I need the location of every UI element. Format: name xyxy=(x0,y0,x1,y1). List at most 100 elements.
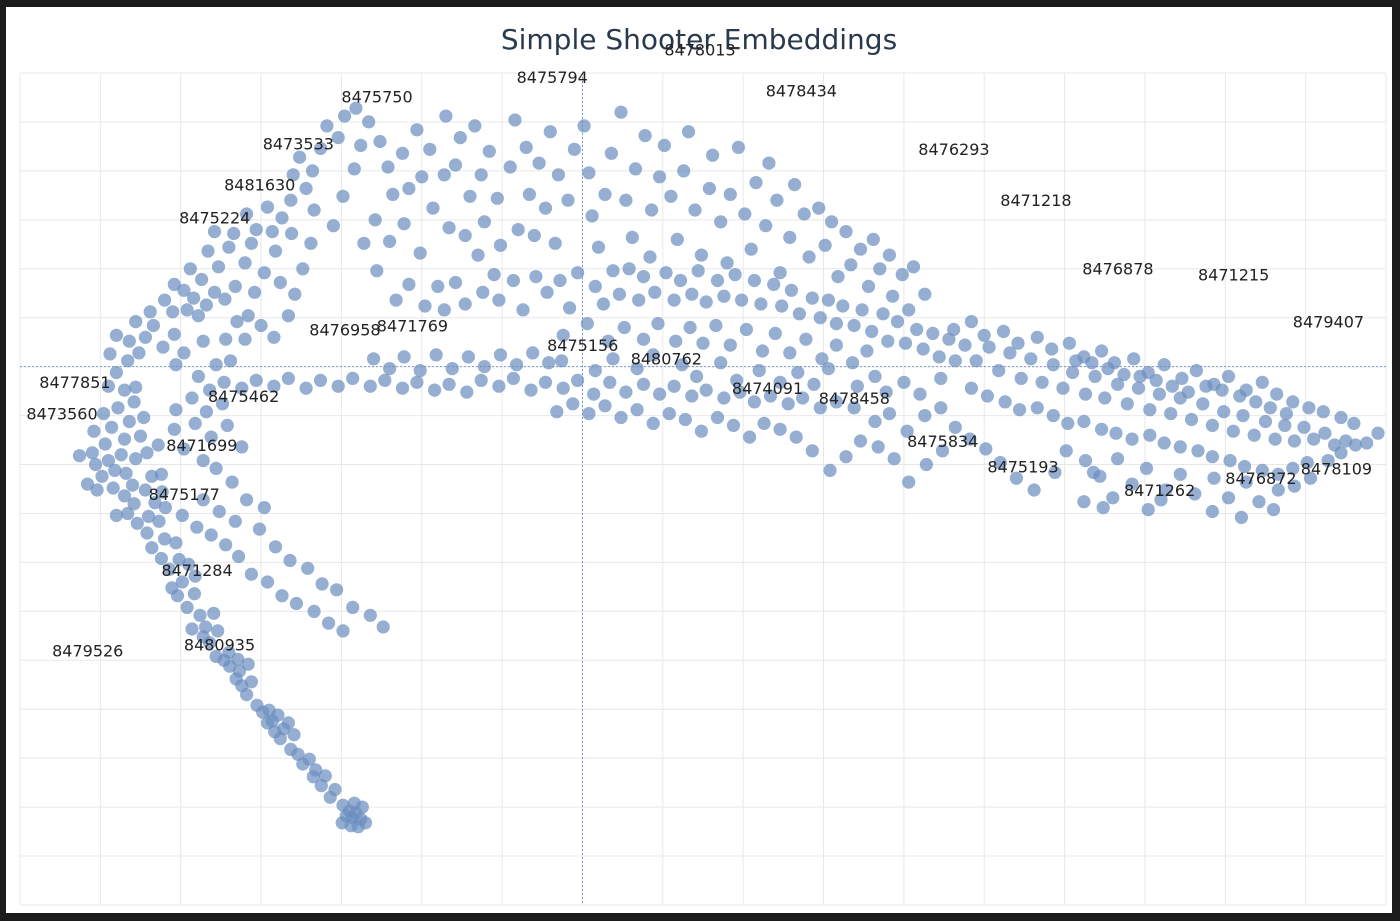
data-point[interactable] xyxy=(714,215,728,229)
data-point[interactable] xyxy=(657,138,672,152)
data-point[interactable] xyxy=(963,432,977,446)
data-point[interactable] xyxy=(158,293,172,307)
data-point[interactable] xyxy=(397,217,411,231)
data-point[interactable] xyxy=(477,360,491,374)
data-point[interactable] xyxy=(510,358,524,372)
data-point[interactable] xyxy=(813,311,827,325)
data-point[interactable] xyxy=(315,577,329,591)
data-point[interactable] xyxy=(768,326,782,340)
data-point[interactable] xyxy=(542,356,556,370)
data-point[interactable] xyxy=(127,497,141,511)
data-point[interactable] xyxy=(550,405,564,419)
data-point[interactable] xyxy=(1127,352,1141,366)
data-point[interactable] xyxy=(853,434,868,448)
data-point[interactable] xyxy=(338,109,352,123)
data-point[interactable] xyxy=(643,250,657,264)
data-point[interactable] xyxy=(219,538,233,552)
data-point[interactable] xyxy=(906,260,921,274)
data-point[interactable] xyxy=(935,444,950,458)
data-point[interactable] xyxy=(293,150,307,164)
data-point[interactable] xyxy=(235,381,249,395)
data-point[interactable] xyxy=(235,440,249,454)
data-point[interactable] xyxy=(129,452,143,466)
data-point[interactable] xyxy=(598,399,612,413)
data-point[interactable] xyxy=(723,187,737,201)
data-point[interactable] xyxy=(415,170,429,184)
data-point[interactable] xyxy=(225,475,239,489)
data-point[interactable] xyxy=(1221,491,1236,505)
data-point[interactable] xyxy=(653,387,667,401)
data-point[interactable] xyxy=(166,305,180,319)
data-point[interactable] xyxy=(1077,414,1091,429)
data-point[interactable] xyxy=(95,469,109,483)
data-point[interactable] xyxy=(926,326,940,340)
data-point[interactable] xyxy=(196,454,210,468)
data-point[interactable] xyxy=(148,496,162,510)
data-point[interactable] xyxy=(865,324,879,338)
data-point[interactable] xyxy=(167,422,181,436)
data-point[interactable] xyxy=(492,293,506,307)
data-point[interactable] xyxy=(614,105,628,119)
data-point[interactable] xyxy=(254,318,268,333)
data-point[interactable] xyxy=(636,377,651,391)
data-point[interactable] xyxy=(461,350,475,364)
data-point[interactable] xyxy=(735,293,749,307)
data-point[interactable] xyxy=(152,514,166,528)
data-point[interactable] xyxy=(604,146,619,160)
data-point[interactable] xyxy=(331,131,345,145)
data-point[interactable] xyxy=(1088,369,1102,383)
data-point[interactable] xyxy=(754,297,768,311)
data-point[interactable] xyxy=(167,327,181,341)
data-point[interactable] xyxy=(169,403,183,417)
data-point[interactable] xyxy=(1098,391,1112,405)
data-point[interactable] xyxy=(273,275,287,290)
data-point[interactable] xyxy=(211,624,225,638)
data-point[interactable] xyxy=(154,467,168,481)
data-point[interactable] xyxy=(788,178,802,192)
data-point[interactable] xyxy=(437,303,451,317)
data-point[interactable] xyxy=(529,270,543,284)
data-point[interactable] xyxy=(902,475,916,489)
data-point[interactable] xyxy=(563,301,577,315)
data-point[interactable] xyxy=(257,501,271,515)
data-point[interactable] xyxy=(733,385,747,399)
data-point[interactable] xyxy=(418,299,432,313)
data-point[interactable] xyxy=(285,226,299,241)
data-point[interactable] xyxy=(511,223,525,237)
data-point[interactable] xyxy=(1143,403,1157,417)
data-point[interactable] xyxy=(1149,373,1163,387)
data-point[interactable] xyxy=(1302,401,1316,415)
data-point[interactable] xyxy=(108,463,122,477)
data-point[interactable] xyxy=(675,358,689,372)
data-point[interactable] xyxy=(175,508,189,522)
data-point[interactable] xyxy=(88,457,103,472)
data-point[interactable] xyxy=(996,324,1011,338)
data-point[interactable] xyxy=(710,273,725,288)
data-point[interactable] xyxy=(918,287,932,301)
data-point[interactable] xyxy=(614,410,628,425)
data-point[interactable] xyxy=(918,409,932,423)
data-point[interactable] xyxy=(699,295,713,309)
data-point[interactable] xyxy=(97,407,111,421)
data-point[interactable] xyxy=(524,383,538,397)
data-point[interactable] xyxy=(241,657,255,671)
data-point[interactable] xyxy=(876,307,890,321)
data-point[interactable] xyxy=(196,493,210,507)
data-point[interactable] xyxy=(463,189,477,203)
data-point[interactable] xyxy=(188,569,202,583)
data-point[interactable] xyxy=(199,620,213,634)
data-point[interactable] xyxy=(1078,454,1093,468)
data-point[interactable] xyxy=(1360,436,1374,450)
data-point[interactable] xyxy=(1078,387,1093,401)
data-point[interactable] xyxy=(111,401,125,415)
data-point[interactable] xyxy=(802,250,816,264)
data-point[interactable] xyxy=(757,416,771,430)
data-point[interactable] xyxy=(490,191,504,205)
data-point[interactable] xyxy=(807,377,821,391)
data-point[interactable] xyxy=(240,493,254,507)
data-point[interactable] xyxy=(947,322,961,337)
data-point[interactable] xyxy=(140,446,154,460)
data-point[interactable] xyxy=(868,369,882,383)
data-point[interactable] xyxy=(122,334,136,348)
data-point[interactable] xyxy=(191,309,205,323)
